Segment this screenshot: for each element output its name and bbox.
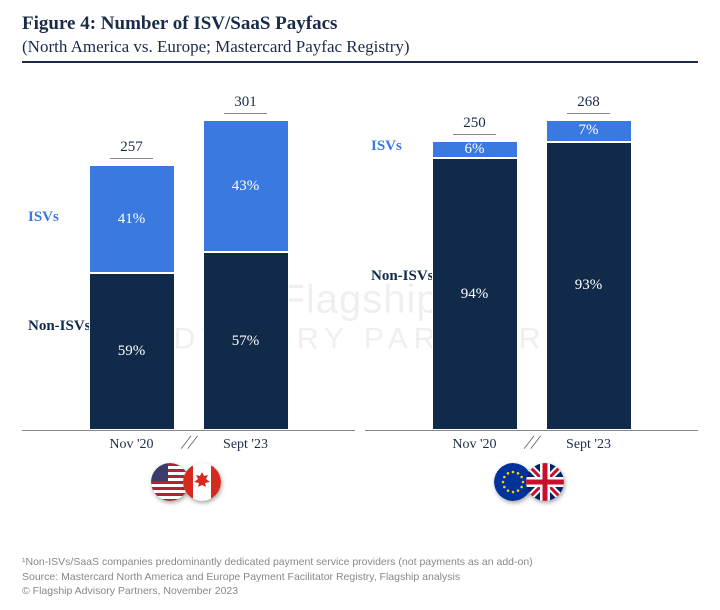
bar-segment-isvs: 41% [90,166,174,274]
bar-segment-non-isvs: 94% [433,159,517,429]
bar-total-label: 301 [224,94,267,114]
bar-total-label: 250 [453,115,496,135]
chart-group-europe: ISVs Non-ISVs1 250 6%94% 268 7%93% Nov '20 Sept… [365,81,698,501]
bar-total-label: 257 [110,139,153,159]
stacked-bar: 43%57% [203,120,289,430]
figure-header: Figure 4: Number of ISV/SaaS Payfacs (No… [22,12,698,63]
footnotes: ¹Non-ISVs/SaaS companies predominantly d… [22,555,698,598]
series-label-non-isvs: Non-ISVs1 [28,316,96,335]
x-axis-label: Nov '20 [432,437,518,453]
footnote-definition: ¹Non-ISVs/SaaS companies predominantly d… [22,555,698,569]
bars-row: ISVs Non-ISVs1 257 41%59% 301 43%57% [22,81,355,431]
bar-segment-non-isvs: 93% [547,143,631,429]
series-label-non-isvs: Non-ISVs1 [371,266,439,285]
x-axis-label: Sept '23 [546,437,632,453]
axis-break-icon: ╱╱ [519,436,545,450]
chart-group-north-america: ISVs Non-ISVs1 257 41%59% 301 43%57% Nov '20 Se… [22,81,355,501]
stacked-bar: 7%93% [546,120,632,430]
bars-row: ISVs Non-ISVs1 250 6%94% 268 7%93% [365,81,698,431]
x-axis-labels: Nov '20 Sept '23╱╱ [22,437,355,453]
figure-container: Figure 4: Number of ISV/SaaS Payfacs (No… [0,0,720,610]
flag-uk-icon [526,463,564,501]
bar-total-label: 268 [567,94,610,114]
bar-segment-isvs: 7% [547,121,631,143]
bar: 301 43%57% [203,94,289,430]
chart-area: ISVs Non-ISVs1 257 41%59% 301 43%57% Nov '20 Se… [22,81,698,501]
bar-segment-non-isvs: 57% [204,253,288,429]
stacked-bar: 6%94% [432,141,518,430]
bar-segment-isvs: 6% [433,142,517,159]
figure-subtitle: (North America vs. Europe; Mastercard Pa… [22,36,698,57]
bar: 250 6%94% [432,115,518,430]
footnote-copyright: © Flagship Advisory Partners, November 2… [22,584,698,598]
region-flags [22,463,355,501]
bar-segment-non-isvs: 59% [90,274,174,429]
region-flags [365,463,698,501]
bar: 257 41%59% [89,139,175,430]
footnote-source: Source: Mastercard North America and Eur… [22,570,698,584]
axis-break-icon: ╱╱ [176,436,202,450]
flag-ca-icon [183,463,221,501]
figure-title: Figure 4: Number of ISV/SaaS Payfacs [22,12,698,36]
bar: 268 7%93% [546,94,632,430]
x-axis-label: Sept '23 [203,437,289,453]
bar-segment-isvs: 43% [204,121,288,253]
series-label-isvs: ISVs [28,209,59,226]
x-axis-label: Nov '20 [89,437,175,453]
x-axis-labels: Nov '20 Sept '23╱╱ [365,437,698,453]
stacked-bar: 41%59% [89,165,175,430]
series-label-isvs: ISVs [371,138,402,155]
